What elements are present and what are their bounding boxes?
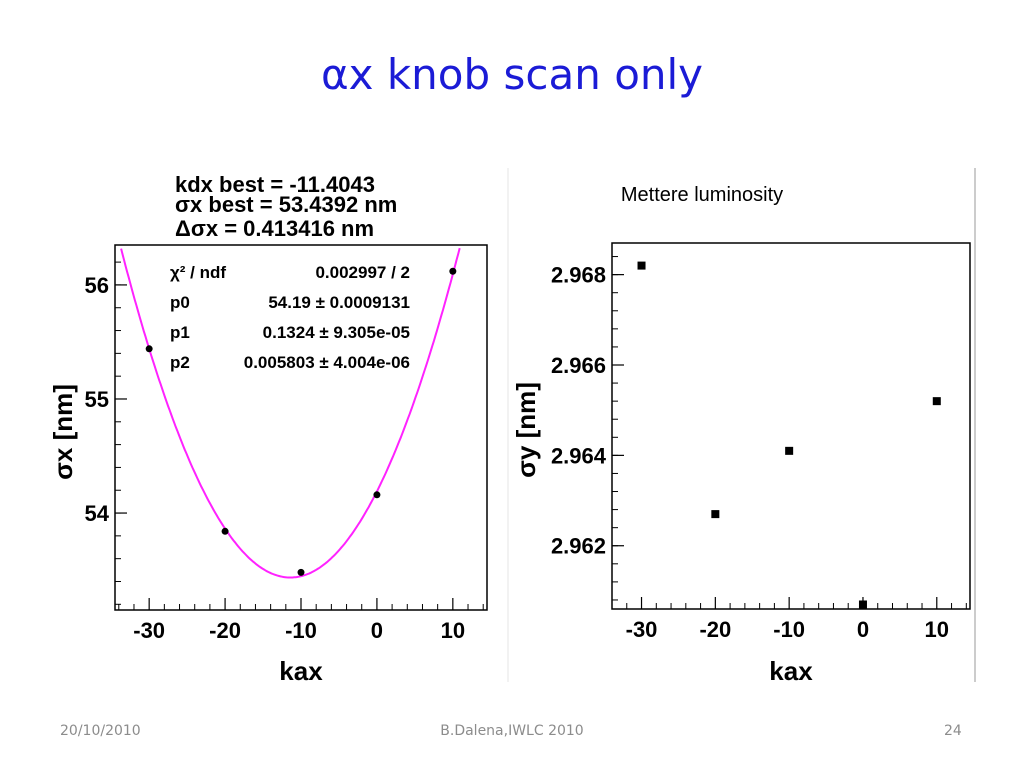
stat-value-p0: 54.19 ± 0.0009131 [268, 293, 410, 312]
stat-label-chi2: χ² / ndf [170, 263, 226, 282]
right-y-tick-label: 2.964 [551, 443, 607, 468]
stat-label-p1: p1 [170, 323, 190, 342]
left-y-tick-label: 54 [85, 501, 110, 526]
footer-author: B.Dalena,IWLC 2010 [440, 723, 584, 739]
stat-label-p2: p2 [170, 353, 190, 372]
stat-value-chi2: 0.002997 / 2 [315, 263, 410, 282]
stat-label-p0: p0 [170, 293, 190, 312]
left-y-tick-label: 56 [85, 273, 109, 298]
left-x-tick-label: -30 [133, 618, 165, 643]
left-points [145, 267, 457, 576]
left-x-tick-label: -20 [209, 618, 241, 643]
left-x-tick-label: 10 [441, 618, 465, 643]
left-title-line-2: σx best = 53.4392 nm [175, 192, 397, 217]
right-data-point [785, 446, 794, 455]
right-x-tick-label: -20 [699, 617, 731, 642]
right-y-tick-label: 2.962 [551, 534, 606, 559]
slide-title: αx knob scan only [320, 50, 704, 99]
left-data-point [297, 568, 305, 576]
left-ticks: -30 -20 -10 0 10 54 55 56 [85, 261, 484, 643]
footer-page-number: 24 [944, 723, 962, 739]
left-x-tick-label: -10 [285, 618, 317, 643]
left-title-line-1: kdx best = -11.4043 [175, 172, 375, 197]
right-plot-frame [611, 242, 971, 610]
right-chart-title: Mettere luminosity [621, 184, 783, 206]
left-x-tick-label: 0 [371, 618, 383, 643]
left-data-point [221, 527, 229, 535]
right-y-tick-label: 2.966 [551, 353, 606, 378]
left-data-point [449, 267, 457, 275]
right-x-tick-label: 0 [857, 617, 869, 642]
fit-curve [120, 247, 461, 579]
right-y-tick-label: 2.968 [551, 263, 606, 288]
right-x-tick-label: -10 [773, 617, 805, 642]
right-data-point [932, 397, 941, 406]
right-data-point [858, 600, 867, 609]
stat-value-p1: 0.1324 ± 9.305e-05 [263, 323, 410, 342]
right-x-axis-label: kax [769, 656, 813, 686]
left-data-point [145, 345, 153, 353]
stat-value-p2: 0.005803 ± 4.004e-06 [244, 353, 410, 372]
left-data-point [373, 491, 381, 499]
left-y-axis-label: σx [nm] [48, 384, 78, 480]
right-x-tick-label: 10 [925, 617, 949, 642]
left-y-tick-label: 55 [85, 387, 109, 412]
right-ticks: -30 -20 -10 0 10 2.962 2.964 2.966 2.968 [551, 256, 967, 642]
right-chart: Mettere luminosity -30 -20 -10 0 10 2.962 2.96… [511, 184, 971, 686]
right-y-axis-label: σy [nm] [511, 382, 541, 478]
left-chart: kdx best = -11.4043 σx best = 53.4392 nm… [48, 172, 488, 686]
left-x-axis-label: kax [279, 656, 323, 686]
right-data-point [711, 510, 720, 519]
right-data-point [637, 261, 646, 270]
left-title-line-3: Δσx = 0.413416 nm [175, 216, 374, 241]
footer-date: 20/10/2010 [60, 723, 141, 739]
right-points [637, 261, 941, 609]
right-x-tick-label: -30 [626, 617, 658, 642]
